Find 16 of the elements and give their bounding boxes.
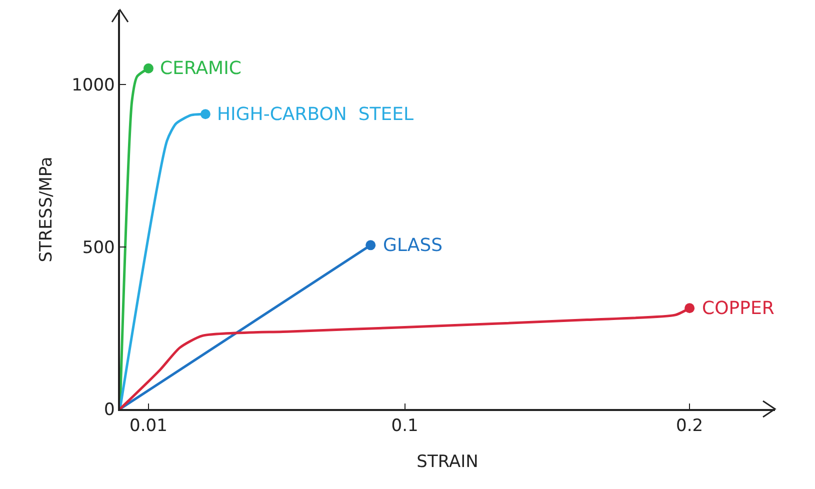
series-label: GLASS [383,235,443,256]
point [143,63,154,74]
x-tick-label: 0.1 [391,416,418,436]
series-label: CERAMIC [160,58,242,79]
series-label: COPPER [702,298,774,319]
point [366,240,376,250]
x-tick-label: 0.01 [130,416,168,436]
point [684,303,695,314]
y-axis-title: STRESS/MPa [36,156,57,262]
point [200,109,210,120]
y-tick-label: 1000 [72,76,115,96]
y-tick-label: 0 [104,400,115,420]
y-tick-label: 500 [82,238,115,258]
x-axis-title: STRAIN [416,452,478,472]
x-tick-label: 0.2 [676,416,704,436]
series-label: HIGH-CARBON STEEL [217,104,414,125]
